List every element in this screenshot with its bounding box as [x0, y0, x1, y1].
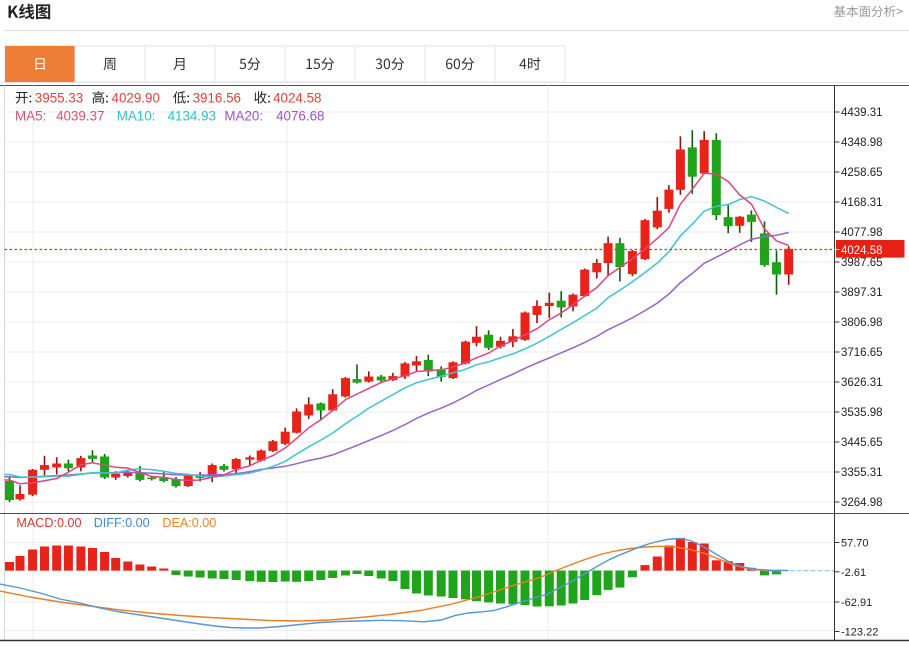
svg-text:3806.98: 3806.98 [841, 317, 883, 329]
svg-text:3626.31: 3626.31 [841, 377, 883, 389]
svg-text:3355.31: 3355.31 [841, 467, 883, 479]
svg-text:3897.31: 3897.31 [841, 287, 883, 299]
svg-text:3264.98: 3264.98 [841, 497, 883, 509]
svg-text:MA10:: MA10: [117, 109, 156, 124]
svg-text:4076.68: 4076.68 [276, 109, 324, 124]
svg-text:3445.65: 3445.65 [841, 437, 883, 449]
svg-text:4258.65: 4258.65 [841, 167, 883, 179]
svg-text:-123.22: -123.22 [841, 627, 878, 639]
svg-text:4024.58: 4024.58 [841, 245, 883, 257]
svg-text:-2.61: -2.61 [841, 567, 866, 579]
svg-text:3987.65: 3987.65 [841, 257, 883, 269]
svg-text:MACD:0.00: MACD:0.00 [16, 516, 81, 530]
svg-text:4039.37: 4039.37 [56, 109, 104, 124]
svg-text:4077.98: 4077.98 [841, 227, 883, 239]
svg-text:57.70: 57.70 [841, 538, 869, 550]
svg-text:4168.31: 4168.31 [841, 197, 883, 209]
svg-text:DEA:0.00: DEA:0.00 [162, 516, 216, 530]
svg-text:4439.31: 4439.31 [841, 107, 883, 119]
svg-text:DIFF:0.00: DIFF:0.00 [94, 516, 150, 530]
svg-text:4024.58: 4024.58 [273, 91, 321, 106]
svg-text:4348.98: 4348.98 [841, 137, 883, 149]
svg-text:3716.65: 3716.65 [841, 347, 883, 359]
svg-text:MA20:: MA20: [224, 109, 263, 124]
svg-text:MA5:: MA5: [15, 109, 46, 124]
svg-text:3535.98: 3535.98 [841, 407, 883, 419]
svg-text:3916.56: 3916.56 [193, 91, 241, 106]
svg-text:3955.33: 3955.33 [35, 91, 83, 106]
svg-text:4029.90: 4029.90 [112, 91, 160, 106]
svg-text:-62.91: -62.91 [841, 597, 872, 609]
svg-text:4134.93: 4134.93 [168, 109, 216, 124]
